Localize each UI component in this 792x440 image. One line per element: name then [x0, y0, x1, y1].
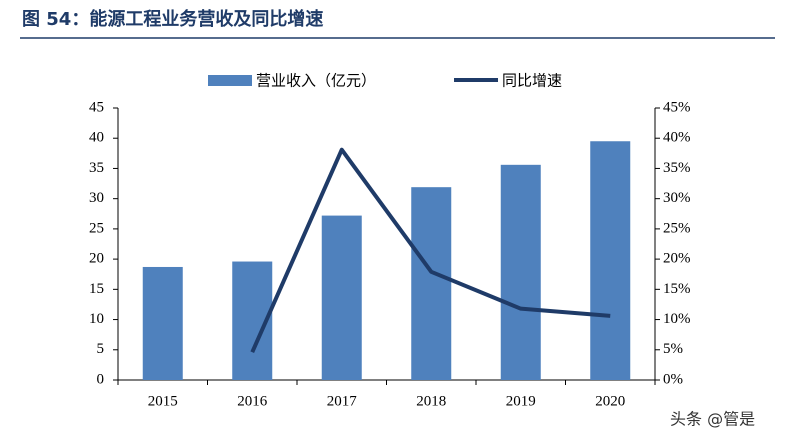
y2-tick-label: 10% [663, 311, 691, 327]
y2-tick-label: 5% [663, 341, 683, 357]
y-tick-label: 5 [97, 341, 105, 357]
x-tick-label: 2017 [327, 393, 358, 409]
legend-label: 同比增速 [502, 72, 562, 90]
y2-tick-label: 30% [663, 190, 691, 206]
line [250, 147, 611, 354]
y-tick-label: 25 [89, 220, 104, 236]
y2-tick-label: 35% [663, 160, 691, 176]
bar [142, 266, 183, 380]
watermark: 头条 @管是 [670, 410, 755, 429]
y2-tick-label: 25% [663, 220, 691, 236]
y2-tick-label: 45% [663, 99, 691, 115]
legend-swatch [208, 75, 252, 86]
y2-tick-label: 40% [663, 130, 691, 146]
y-tick-label: 45 [89, 99, 104, 115]
x-tick-label: 2015 [148, 393, 178, 409]
y-tick-label: 20 [89, 251, 104, 267]
legend-label: 营业收入（亿元） [256, 72, 376, 90]
x-tick-label: 2016 [237, 393, 268, 409]
x-tick-label: 2018 [416, 393, 446, 409]
y-tick-label: 40 [89, 130, 104, 146]
x-tick-label: 2020 [595, 393, 625, 409]
y-tick-label: 30 [89, 190, 104, 206]
bar [500, 164, 541, 380]
bar [411, 187, 452, 380]
y-tick-label: 35 [89, 160, 104, 176]
y-tick-label: 10 [89, 311, 104, 327]
bar [321, 215, 362, 380]
bar [590, 141, 631, 380]
x-tick-label: 2019 [506, 393, 536, 409]
y-tick-label: 15 [89, 281, 104, 297]
y2-tick-label: 0% [663, 371, 683, 387]
y2-tick-label: 15% [663, 281, 691, 297]
y-tick-label: 0 [97, 371, 105, 387]
chart-title: 图 54：能源工程业务营收及同比增速 [22, 8, 323, 30]
y2-tick-label: 20% [663, 251, 691, 267]
